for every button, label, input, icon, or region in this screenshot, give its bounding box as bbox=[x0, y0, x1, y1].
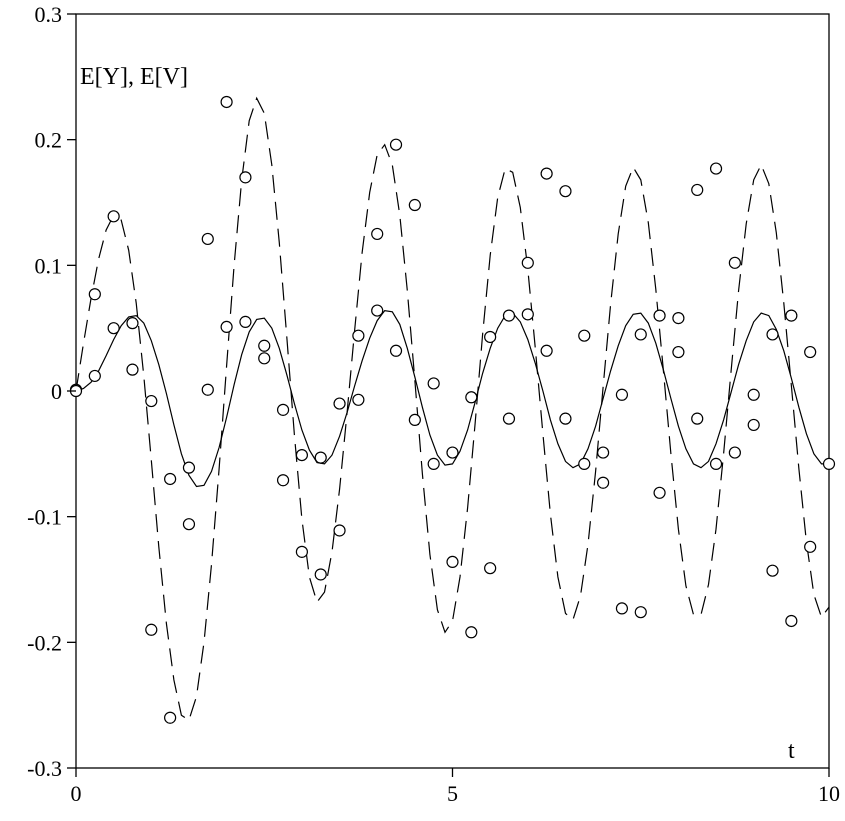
x-tick-label: 0 bbox=[71, 781, 82, 806]
series-3-point bbox=[408, 198, 421, 212]
series-2-point bbox=[559, 412, 572, 425]
x-tick-label: 10 bbox=[818, 781, 840, 806]
series-2-point bbox=[728, 446, 741, 459]
series-2-point bbox=[408, 413, 421, 427]
series-3-point bbox=[502, 412, 516, 425]
y-tick-label: -0.3 bbox=[27, 756, 62, 781]
series-3-point bbox=[521, 256, 534, 269]
x-axis-label: t bbox=[788, 738, 795, 764]
y-tick-label: -0.1 bbox=[27, 505, 62, 530]
series-2-point bbox=[540, 344, 553, 357]
series-3-point bbox=[484, 562, 497, 575]
x-tick-label: 5 bbox=[447, 781, 458, 806]
series-2-point bbox=[804, 345, 817, 359]
series-2-point bbox=[615, 388, 629, 401]
series-2-point bbox=[427, 457, 440, 470]
series-2-point bbox=[521, 308, 534, 321]
series-2-point bbox=[314, 451, 327, 464]
series-3-point bbox=[672, 312, 685, 325]
series-3-point bbox=[389, 138, 403, 151]
series-2-point bbox=[164, 472, 177, 486]
axes-layer: -0.3 -0.2 -0.1 0 0.1 0.2 0.3 0 5 10 bbox=[27, 2, 840, 806]
series-2-point bbox=[295, 448, 308, 462]
series-3-point bbox=[352, 393, 365, 406]
series-3-point bbox=[596, 476, 610, 489]
series-3-point bbox=[785, 614, 798, 628]
series-2-point bbox=[182, 461, 196, 474]
series-2-point bbox=[465, 391, 478, 404]
series-2-point bbox=[596, 446, 610, 459]
series-2-point bbox=[201, 383, 214, 396]
series-3-point bbox=[615, 602, 629, 615]
series-2-point bbox=[747, 388, 760, 401]
series-3-point bbox=[239, 171, 252, 184]
series-2-point bbox=[634, 328, 647, 341]
series-3-point bbox=[465, 626, 478, 639]
series-3-point bbox=[804, 540, 817, 553]
series-3-point bbox=[182, 518, 196, 531]
series-2-point bbox=[502, 309, 516, 322]
series-2-point bbox=[766, 328, 779, 341]
series-3-point bbox=[427, 377, 440, 390]
series-2-point bbox=[446, 446, 459, 459]
y-axis-label: E[Y], E[V] bbox=[80, 64, 188, 90]
series-3-point bbox=[333, 524, 346, 537]
series-2-point bbox=[484, 330, 497, 344]
series-2-point bbox=[822, 457, 836, 470]
plot-frame bbox=[75, 13, 830, 769]
plot-border bbox=[75, 13, 830, 769]
series-3-point bbox=[747, 418, 760, 432]
y-tick-label: 0.3 bbox=[35, 2, 63, 27]
series-2-point bbox=[672, 345, 685, 359]
series-2-point bbox=[88, 369, 101, 383]
series-3-point bbox=[559, 185, 572, 198]
series-2-point bbox=[785, 309, 798, 322]
series-3-point bbox=[107, 210, 120, 223]
series-2-point bbox=[352, 329, 365, 342]
series-layer bbox=[69, 95, 836, 724]
series-line-dashed bbox=[75, 96, 830, 722]
series-3-point bbox=[709, 162, 723, 175]
series-2-point bbox=[578, 457, 591, 470]
series-2-point bbox=[333, 397, 346, 410]
series-3-point bbox=[258, 339, 271, 352]
series-3-point bbox=[126, 363, 139, 376]
series-3-point bbox=[766, 564, 779, 577]
series-3-point bbox=[201, 232, 214, 246]
series-3-point bbox=[295, 545, 308, 558]
series-2-point bbox=[371, 304, 384, 317]
series-3-point bbox=[446, 555, 459, 569]
series-2-point bbox=[691, 412, 704, 425]
series-2-point bbox=[239, 315, 252, 328]
y-tick-label: -0.2 bbox=[27, 630, 62, 655]
series-3-point bbox=[371, 227, 384, 241]
series-3-point bbox=[540, 167, 553, 180]
series-3-point bbox=[653, 486, 666, 499]
series-2-point bbox=[145, 394, 158, 408]
y-tick-label: 0.2 bbox=[35, 128, 63, 153]
series-2-point bbox=[107, 322, 120, 335]
series-2-point bbox=[389, 344, 403, 357]
series-line-solid bbox=[75, 309, 829, 488]
series-3-point bbox=[728, 256, 741, 269]
series-2-point bbox=[126, 317, 139, 330]
series-3-point bbox=[314, 568, 327, 581]
series-2-point bbox=[220, 320, 233, 334]
series-2-point bbox=[276, 403, 290, 416]
series-2-point bbox=[653, 309, 666, 322]
series-3-point bbox=[88, 288, 101, 301]
series-3-point bbox=[691, 183, 704, 197]
series-3-point bbox=[220, 95, 233, 109]
series-3-point bbox=[164, 711, 177, 724]
series-3-point bbox=[634, 606, 647, 619]
series-3-point bbox=[578, 329, 591, 342]
series-2-point bbox=[709, 457, 723, 470]
series-3-point bbox=[145, 623, 158, 636]
y-tick-label: 0.1 bbox=[35, 253, 63, 278]
y-tick-label: 0 bbox=[51, 379, 62, 404]
series-2-point bbox=[258, 352, 271, 365]
series-3-point bbox=[276, 474, 290, 487]
